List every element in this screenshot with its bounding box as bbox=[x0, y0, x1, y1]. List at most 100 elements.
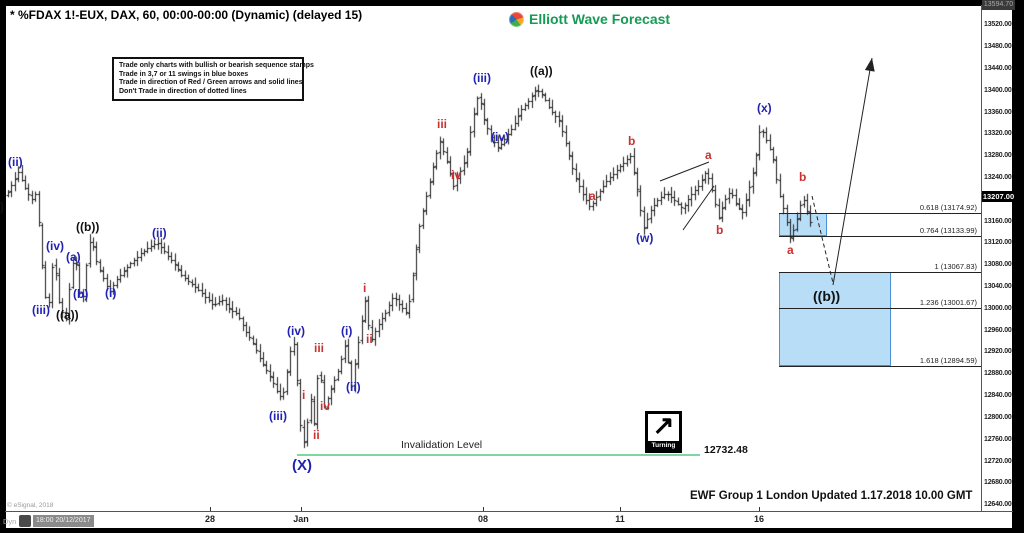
ewf-logo-icon bbox=[509, 11, 524, 27]
wave-label: a bbox=[589, 189, 596, 203]
wave-label: a bbox=[787, 243, 794, 257]
wave-label: iii bbox=[314, 341, 325, 355]
wave-label: ) bbox=[0, 200, 4, 214]
wave-label: iii bbox=[437, 117, 448, 131]
price-axis-label: 12880.00 bbox=[984, 370, 1012, 378]
time-axis-label: 28 bbox=[204, 514, 216, 524]
price-axis-label: 13160.00 bbox=[984, 217, 1012, 225]
wave-label: iv bbox=[451, 168, 462, 182]
fib-level-label: 1 (13067.83) bbox=[934, 261, 977, 271]
price-axis-label: 13000.00 bbox=[984, 304, 1012, 312]
fib-level-line bbox=[779, 366, 981, 368]
wave-label: (b) bbox=[73, 287, 89, 301]
invalidation-level-label: Invalidation Level bbox=[401, 439, 483, 451]
fib-level-label: 1.618 (12894.59) bbox=[919, 356, 977, 366]
wave-label: (iv) bbox=[46, 239, 64, 253]
wave-label: ((b)) bbox=[813, 288, 841, 304]
fib-level-line bbox=[779, 271, 981, 273]
up-right-arrow-icon: ↗ bbox=[652, 410, 675, 440]
price-axis-label: 12840.00 bbox=[984, 392, 1012, 400]
wave-label: (X) bbox=[292, 457, 312, 474]
wave-label: (ii) bbox=[8, 155, 23, 169]
invalidation-price-label: 12732.48 bbox=[704, 444, 748, 456]
wave-label: ii bbox=[313, 428, 320, 442]
fib-level-line bbox=[779, 235, 981, 237]
price-axis-label: 12720.00 bbox=[984, 457, 1012, 465]
invalidation-level-line bbox=[297, 453, 700, 456]
wave-label: ((b)) bbox=[76, 220, 100, 234]
time-axis-tick bbox=[301, 507, 302, 511]
price-axis-label: 13080.00 bbox=[984, 261, 1012, 269]
time-axis-tick bbox=[620, 507, 621, 511]
time-axis-tick bbox=[483, 507, 484, 511]
price-axis-label: 12960.00 bbox=[984, 326, 1012, 334]
turning-stamp: ↗ Turning bbox=[645, 410, 682, 453]
wave-label: ii bbox=[366, 332, 373, 346]
wave-label: (a) bbox=[66, 250, 81, 264]
wave-label: (iv) bbox=[491, 130, 509, 144]
price-axis-label: 13440.00 bbox=[984, 64, 1012, 72]
price-axis-separator bbox=[981, 5, 982, 511]
wave-label: (i) bbox=[341, 324, 353, 338]
price-axis-label: 13400.00 bbox=[984, 86, 1012, 94]
fib-level-label: 0.618 (13174.92) bbox=[919, 203, 977, 213]
rule-line-3: Trade in direction of Red / Green arrows… bbox=[119, 79, 303, 86]
ewf-logo-text: Elliott Wave Forecast bbox=[529, 11, 671, 27]
wave-label: (ii) bbox=[346, 380, 361, 394]
price-axis-label: 13320.00 bbox=[984, 130, 1012, 138]
wave-label: a bbox=[705, 148, 712, 162]
ewf-logo: Elliott Wave Forecast bbox=[509, 11, 670, 27]
price-axis-label: 12680.00 bbox=[984, 479, 1012, 487]
current-price-badge: 13207.00 bbox=[982, 190, 1015, 202]
time-axis-label: 11 bbox=[615, 514, 625, 524]
price-axis-label: 13120.00 bbox=[984, 239, 1012, 247]
wave-label: (i) bbox=[105, 286, 117, 300]
fib-level-line bbox=[779, 213, 981, 215]
wave-label: (iii) bbox=[269, 409, 287, 423]
fib-level-label: 0.764 (13133.99) bbox=[919, 225, 977, 235]
rule-line-2: Trade in 3,7 or 11 swings in blue boxes bbox=[119, 70, 249, 78]
top-price-badge: 13594.70 bbox=[982, 0, 1015, 10]
target-box-large bbox=[779, 271, 891, 367]
wave-label: (ii) bbox=[152, 226, 167, 240]
price-axis-label: 13040.00 bbox=[984, 283, 1012, 291]
price-axis-label: 12640.00 bbox=[984, 501, 1012, 509]
wave-label: i bbox=[363, 281, 367, 295]
rule-line-4: Don't Trade in direction of dotted lines bbox=[119, 87, 247, 95]
price-axis-label: 13240.00 bbox=[984, 174, 1012, 181]
wave-label: (iv) bbox=[287, 324, 305, 338]
footer-note: EWF Group 1 London Updated 1.17.2018 10.… bbox=[690, 490, 973, 502]
time-axis-label: 16 bbox=[753, 514, 765, 524]
esignal-copyright: © eSignal, 2018 bbox=[7, 502, 54, 509]
trading-rules-box: Trade only charts with bullish or bearis… bbox=[112, 57, 314, 101]
turning-stamp-label: Turning bbox=[648, 441, 679, 450]
time-axis-label: 08 bbox=[477, 514, 489, 524]
wave-label: ((a)) bbox=[530, 64, 553, 78]
time-axis-tick bbox=[210, 507, 211, 511]
price-axis-label: 12760.00 bbox=[984, 435, 1012, 443]
time-axis-tick bbox=[759, 507, 760, 511]
time-axis-label: Jan bbox=[293, 514, 309, 524]
wave-label: (iii) bbox=[473, 71, 491, 85]
price-axis-label: 13280.00 bbox=[984, 152, 1012, 160]
wave-label: iv bbox=[320, 399, 331, 413]
price-axis-label: 12800.00 bbox=[984, 413, 1012, 421]
wave-label: i bbox=[302, 388, 306, 402]
wave-label: ((a)) bbox=[56, 308, 79, 322]
rule-line-1: Trade only charts with bullish or bearis… bbox=[119, 62, 314, 69]
wave-label: (w) bbox=[636, 231, 654, 245]
fib-level-label: 1.236 (13001.67) bbox=[919, 297, 977, 307]
wave-label: (x) bbox=[757, 101, 772, 115]
price-axis-label: 13480.00 bbox=[984, 43, 1012, 51]
indicator-icon[interactable] bbox=[19, 515, 31, 527]
wave-label: b bbox=[716, 223, 724, 237]
timestamp-badge: 18:00 20/12/2017 bbox=[33, 515, 94, 527]
time-axis-separator bbox=[5, 511, 1013, 512]
wave-label: b bbox=[628, 134, 636, 148]
price-axis-label: 13520.00 bbox=[984, 21, 1012, 29]
fib-level-line bbox=[779, 307, 981, 309]
price-axis-label: 13360.00 bbox=[984, 108, 1012, 116]
dyn-label: Dyn bbox=[3, 517, 17, 526]
window-title: * %FDAX 1!-EUX, DAX, 60, 00:00-00:00 (Dy… bbox=[10, 8, 363, 22]
price-axis-label: 12920.00 bbox=[984, 348, 1012, 356]
